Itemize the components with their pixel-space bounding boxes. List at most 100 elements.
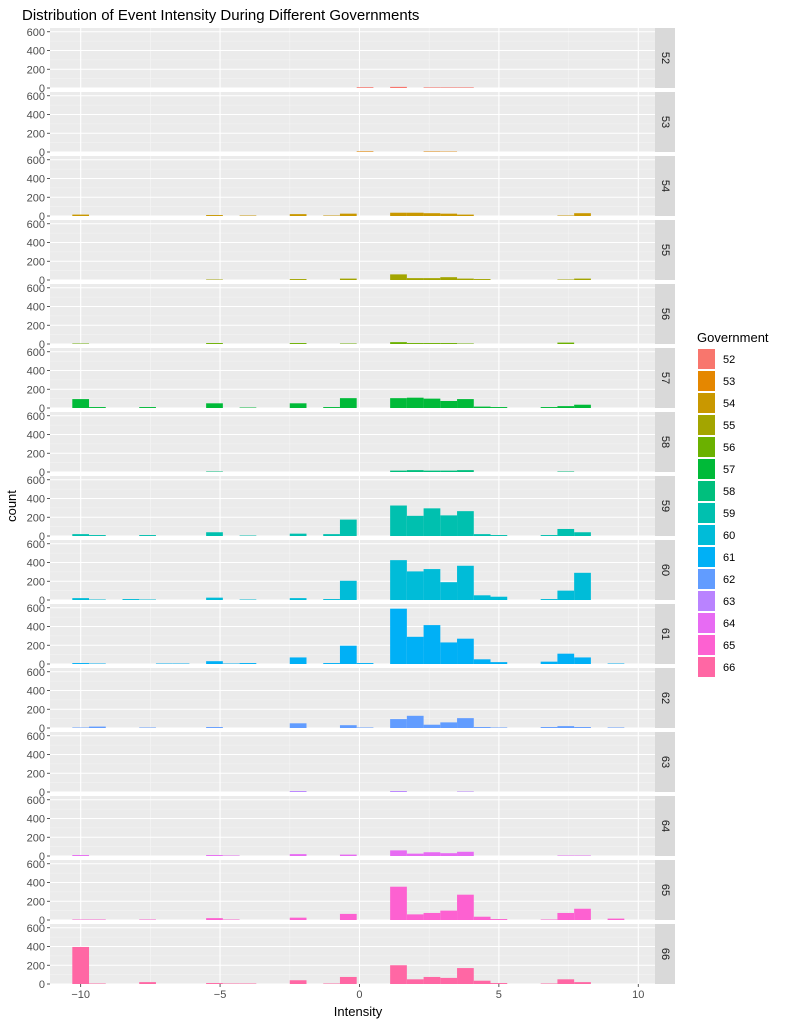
histogram-bar [289, 723, 307, 728]
histogram-bar [557, 406, 575, 408]
facet-strip-label: 64 [659, 820, 671, 832]
histogram-bar [457, 638, 474, 664]
y-tick-label: 200 [27, 192, 45, 204]
y-tick-label: 400 [27, 686, 45, 698]
histogram-bar [72, 855, 90, 856]
histogram-bar [206, 343, 223, 344]
facet-panel-56: 0 200 400 600 56 [27, 283, 675, 351]
x-tick-label: 5 [496, 989, 502, 1001]
histogram-bar [457, 278, 474, 280]
histogram-bar [423, 852, 441, 856]
y-tick-label: 400 [27, 430, 45, 442]
legend-key [698, 349, 715, 369]
legend-label: 66 [723, 662, 735, 674]
histogram-bar [356, 151, 374, 152]
histogram-bar [323, 663, 340, 664]
legend-item-52: 52 [698, 349, 735, 369]
x-tick-label: −5 [214, 989, 227, 1001]
y-tick-label: 600 [27, 27, 45, 39]
histogram-bar [557, 653, 575, 664]
histogram-bar [339, 976, 357, 984]
y-tick-label: 600 [27, 731, 45, 743]
histogram-bar [440, 977, 458, 984]
y-tick-label: 0 [39, 147, 45, 159]
histogram-bar [440, 515, 458, 536]
histogram-bar [440, 642, 458, 664]
histogram-bar [457, 968, 474, 984]
facet-strip [655, 604, 675, 664]
legend-label: 62 [723, 574, 735, 586]
histogram-bar [540, 727, 558, 728]
y-tick-label: 400 [27, 46, 45, 58]
histogram-bar [72, 598, 90, 600]
histogram-bar [490, 596, 508, 600]
histogram-bar [390, 86, 407, 88]
facet-strip-label: 52 [659, 52, 671, 64]
histogram-bar [440, 910, 458, 920]
legend-item-57: 57 [698, 459, 735, 479]
histogram-bar [473, 595, 491, 600]
histogram-bar [289, 214, 307, 216]
histogram-bar [406, 278, 424, 280]
histogram-bar [440, 87, 458, 88]
histogram-bar [339, 913, 357, 920]
histogram-bar [206, 532, 223, 536]
y-tick-label: 0 [39, 275, 45, 287]
legend-item-64: 64 [698, 613, 735, 633]
histogram-bar [490, 662, 508, 664]
histogram-bar [139, 982, 156, 984]
facet-strip-label: 63 [659, 756, 671, 768]
y-tick-label: 0 [39, 339, 45, 351]
histogram-bar [557, 726, 575, 728]
histogram-bar [440, 722, 458, 728]
histogram-bar [457, 214, 474, 216]
histogram-bar [406, 636, 424, 664]
histogram-bar [457, 470, 474, 472]
histogram-bar [289, 917, 307, 920]
histogram-bar [406, 470, 424, 472]
facet-panel-55: 0 200 400 600 55 [27, 219, 675, 287]
histogram-bar [289, 598, 307, 600]
histogram-bar [490, 535, 508, 536]
facet-panel-57: 0 200 400 600 57 [27, 347, 675, 415]
facet-panel-62: 0 200 400 600 62 [27, 667, 675, 735]
histogram-bar [289, 854, 307, 856]
histogram-bar [423, 976, 441, 984]
x-axis: −10 −5 0 5 10 [71, 984, 644, 1001]
legend-item-65: 65 [698, 635, 735, 655]
histogram-bar [339, 278, 357, 280]
y-tick-label: 0 [39, 531, 45, 543]
histogram-bar [440, 470, 458, 472]
x-axis-title: Intensity [334, 1004, 383, 1019]
histogram-bar [557, 590, 575, 600]
legend-label: 56 [723, 442, 735, 454]
histogram-bar [206, 855, 223, 856]
histogram-bar [540, 599, 558, 600]
legend-item-59: 59 [698, 503, 735, 523]
y-tick-label: 600 [27, 603, 45, 615]
histogram-bar [72, 214, 90, 216]
histogram-bar [390, 505, 407, 536]
y-tick-label: 600 [27, 155, 45, 167]
histogram-bar [540, 661, 558, 664]
y-tick-label: 0 [39, 595, 45, 607]
y-tick-label: 200 [27, 448, 45, 460]
y-tick-label: 200 [27, 256, 45, 268]
facet-strip [655, 668, 675, 728]
y-tick-label: 0 [39, 915, 45, 927]
facet-panels: 0200400600520200400600530200400600540200… [27, 27, 675, 991]
facet-strip [655, 348, 675, 408]
y-tick-label: 200 [27, 128, 45, 140]
histogram-bar [473, 534, 491, 536]
histogram-bar [72, 399, 90, 408]
histogram-bar [423, 470, 441, 472]
legend-key [698, 525, 715, 545]
facet-strip [655, 732, 675, 792]
y-tick-label: 0 [39, 83, 45, 95]
histogram-bar [139, 407, 156, 408]
y-tick-label: 0 [39, 851, 45, 863]
histogram-bar [289, 657, 307, 664]
histogram-bar [574, 908, 591, 920]
histogram-bar [574, 982, 591, 984]
histogram-bar [440, 400, 458, 408]
